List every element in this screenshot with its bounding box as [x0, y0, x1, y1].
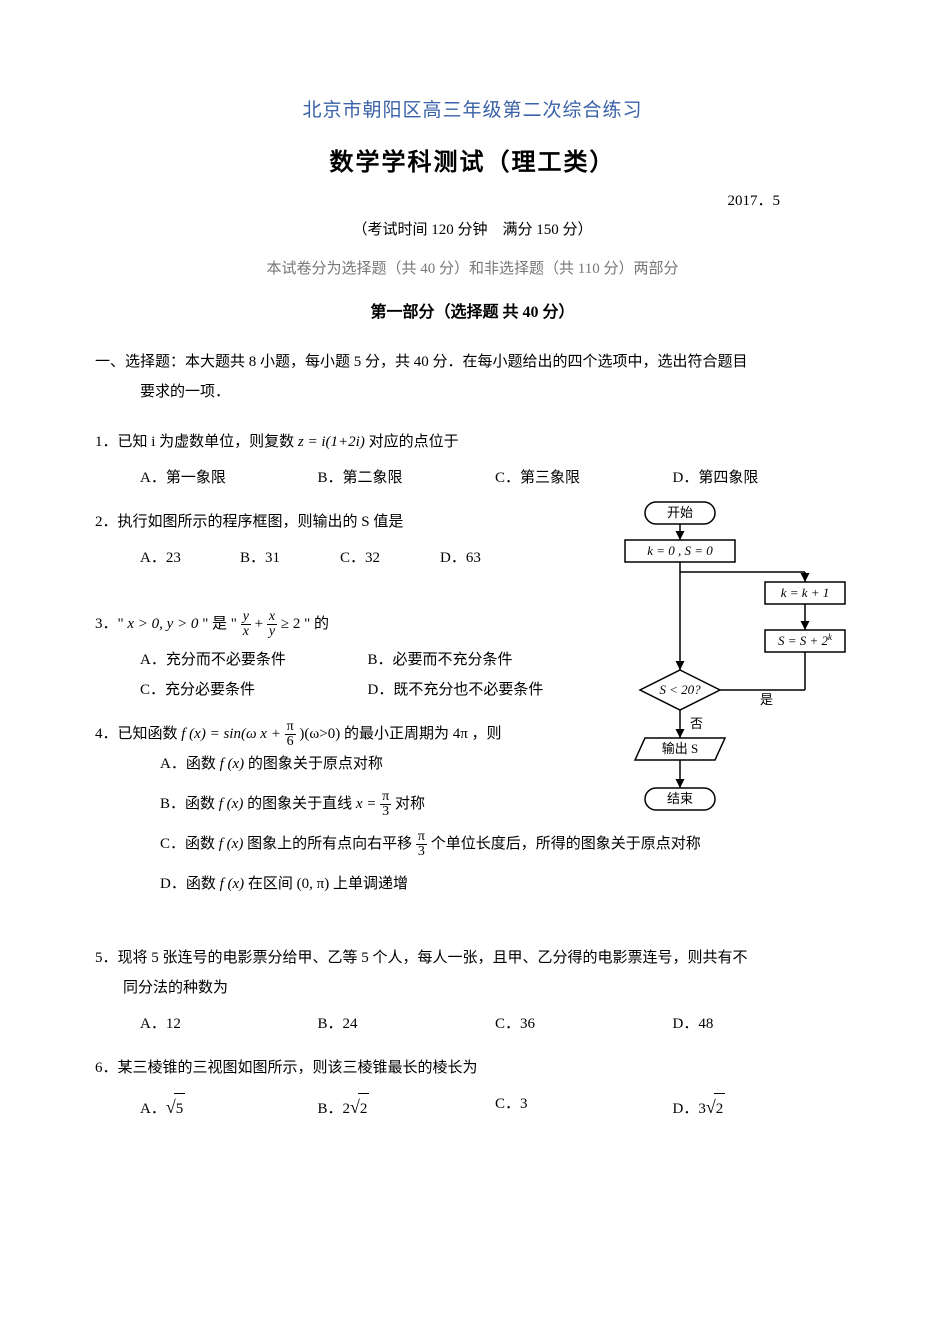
- fc-end: 结束: [667, 791, 693, 806]
- q1-formula: z = i(1+2i): [298, 434, 365, 450]
- paper-split-info: 本试卷分为选择题（共 40 分）和非选择题（共 110 分）两部分: [95, 257, 850, 278]
- q1-opt-c: C．第三象限: [495, 463, 673, 493]
- q6-text: 6．某三棱锥的三视图如图所示，则该三棱锥最长的棱长为: [95, 1053, 850, 1083]
- q2-options: A．23 B．31 C．32 D．63: [95, 543, 595, 573]
- fc-yes: 是: [760, 692, 773, 707]
- q1-text-a: 1．已知 i 为虚数单位，则复数: [95, 434, 298, 450]
- q5-opt-c: C．36: [495, 1009, 673, 1039]
- q6-opt-d: D．32: [673, 1089, 851, 1125]
- q4-frac: π6: [285, 720, 296, 749]
- q6-options: A．5 B．22 C．3 D．32: [95, 1089, 850, 1125]
- q3-cond1: x > 0, y > 0: [127, 616, 198, 632]
- q2-text: 2．执行如图所示的程序框图，则输出的 S 值是: [95, 507, 595, 537]
- exam-duration-score: （考试时间 120 分钟 满分 150 分）: [95, 218, 850, 239]
- question-6: 6．某三棱锥的三视图如图所示，则该三棱锥最长的棱长为 A．5 B．22 C．3 …: [95, 1053, 850, 1125]
- q3-frac2: xy: [267, 610, 277, 639]
- fc-start: 开始: [667, 505, 693, 520]
- q3-options: A．充分而不必要条件 B．必要而不充分条件 C．充分必要条件 D．既不充分也不必…: [95, 645, 595, 705]
- q5-opt-d: D．48: [673, 1009, 851, 1039]
- part-one-title: 第一部分（选择题 共 40 分）: [95, 298, 850, 322]
- q1-opt-b: B．第二象限: [318, 463, 496, 493]
- q2-opt-b: B．31: [240, 543, 340, 573]
- question-3: 3．" x > 0, y > 0 " 是 " yx + xy ≥ 2 " 的 A…: [95, 609, 595, 705]
- fc-out: 输出 S: [662, 741, 698, 756]
- q1-opt-d: D．第四象限: [673, 463, 851, 493]
- flowchart-diagram: 开始 k = 0 , S = 0 k = k + 1 S = S + 2k 是 …: [590, 500, 850, 825]
- q4-opt-d: D．函数 f (x) 在区间 (0, π) 上单调递增: [160, 869, 850, 899]
- q6-opt-c: C．3: [495, 1089, 673, 1125]
- q2-opt-a: A．23: [140, 543, 240, 573]
- q1-text-b: 对应的点位于: [365, 434, 459, 450]
- q4-pre: 4．已知函数: [95, 726, 181, 742]
- q3-mid: " 是 ": [198, 616, 240, 632]
- fc-cond: S < 20?: [659, 682, 701, 697]
- q3-opt-b: B．必要而不充分条件: [368, 645, 596, 675]
- q3-opt-d: D．既不充分也不必要条件: [368, 675, 596, 705]
- fc-step1: k = k + 1: [781, 585, 830, 600]
- q5-opt-a: A．12: [140, 1009, 318, 1039]
- fc-init: k = 0 , S = 0: [647, 543, 713, 558]
- q6-opt-b: B．22: [318, 1089, 496, 1125]
- exam-date: 2017．5: [95, 189, 850, 210]
- fc-no: 否: [690, 716, 703, 731]
- q5-line2: 同分法的种数为: [95, 973, 850, 1003]
- q4-post: )(ω>0) 的最小正周期为 4π ，则: [299, 726, 501, 742]
- q5-line1: 5．现将 5 张连号的电影票分给甲、乙等 5 个人，每人一张，且甲、乙分得的电影…: [95, 943, 850, 973]
- section-line2: 要求的一项．: [95, 377, 850, 407]
- q5-options: A．12 B．24 C．36 D．48: [95, 1009, 850, 1039]
- question-2: 2．执行如图所示的程序框图，则输出的 S 值是 A．23 B．31 C．32 D…: [95, 507, 595, 573]
- q3-opt-c: C．充分必要条件: [140, 675, 368, 705]
- main-title: 数学学科测试（理工类）: [95, 142, 850, 177]
- q4-fn: f (x) = sin(ω x +: [181, 726, 284, 742]
- q4-opt-c: C．函数 f (x) 图象上的所有点向右平移 π3 个单位长度后，所得的图象关于…: [160, 829, 850, 859]
- q2-opt-c: C．32: [340, 543, 440, 573]
- q3-post: ≥ 2 " 的: [281, 616, 329, 632]
- q3-plus: +: [255, 616, 267, 632]
- question-5: 5．现将 5 张连号的电影票分给甲、乙等 5 个人，每人一张，且甲、乙分得的电影…: [95, 943, 850, 1039]
- question-1: 1．已知 i 为虚数单位，则复数 z = i(1+2i) 对应的点位于 A．第一…: [95, 427, 850, 493]
- q3-pre: 3．": [95, 616, 127, 632]
- section-instructions: 一、选择题：本大题共 8 小题，每小题 5 分，共 40 分．在每小题给出的四个…: [95, 347, 850, 407]
- q6-opt-a: A．5: [140, 1089, 318, 1125]
- q3-opt-a: A．充分而不必要条件: [140, 645, 368, 675]
- location-title: 北京市朝阳区高三年级第二次综合练习: [95, 95, 850, 122]
- q3-frac1: yx: [241, 610, 251, 639]
- document-header: 北京市朝阳区高三年级第二次综合练习 数学学科测试（理工类）: [95, 95, 850, 177]
- q1-options: A．第一象限 B．第二象限 C．第三象限 D．第四象限: [95, 463, 850, 493]
- q5-opt-b: B．24: [318, 1009, 496, 1039]
- q1-opt-a: A．第一象限: [140, 463, 318, 493]
- q2-opt-d: D．63: [440, 543, 540, 573]
- section-line1: 一、选择题：本大题共 8 小题，每小题 5 分，共 40 分．在每小题给出的四个…: [95, 347, 850, 377]
- fc-step2: S = S + 2k: [778, 632, 833, 648]
